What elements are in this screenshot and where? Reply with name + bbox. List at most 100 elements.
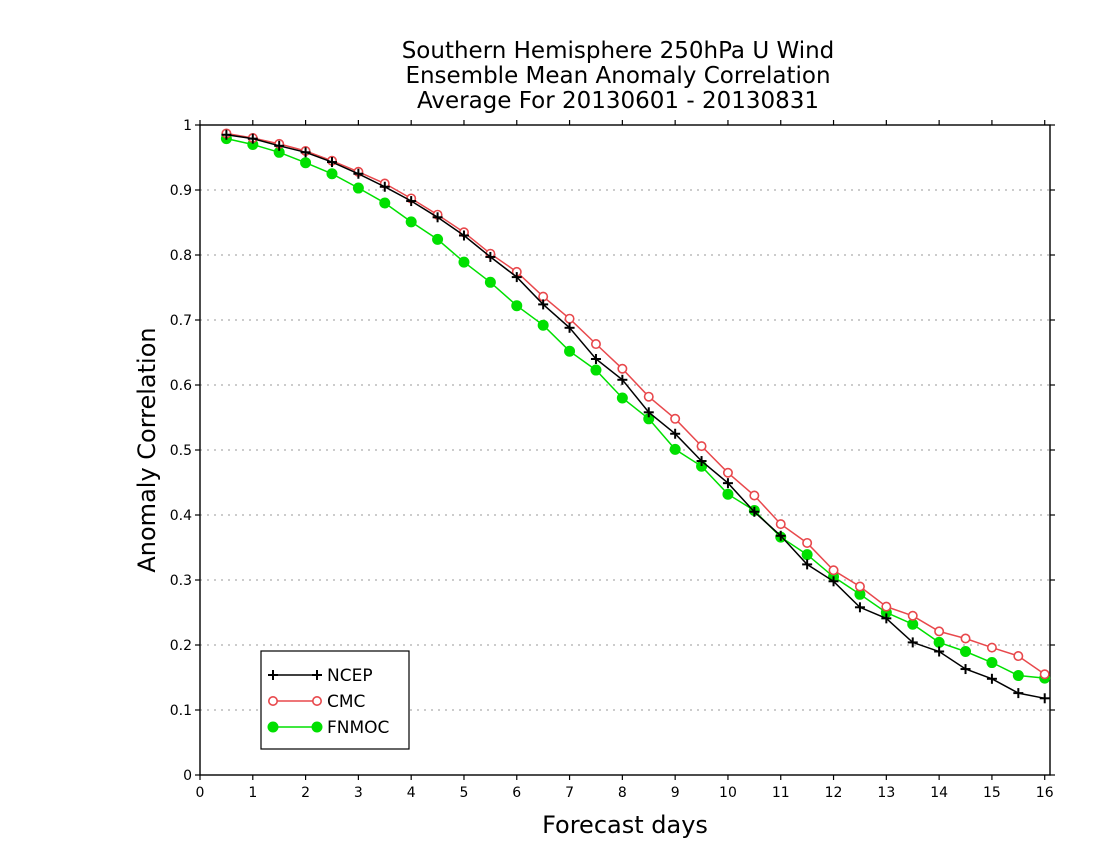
point-ncep-15 xyxy=(617,374,628,385)
x-tick-label-14: 14 xyxy=(930,785,948,801)
title-line-2: Ensemble Mean Anomaly Correlation xyxy=(405,63,830,89)
x-tick-label-12: 12 xyxy=(825,785,843,801)
y-tick-label-10: 1 xyxy=(183,118,192,134)
x-tick-label-11: 11 xyxy=(772,785,790,801)
point-fnmoc-11 xyxy=(511,300,523,312)
y-tick-label-7: 0.7 xyxy=(170,313,192,329)
point-cmc-13 xyxy=(564,313,575,324)
x-tick-label-4: 4 xyxy=(407,785,416,801)
legend-item-cmc: CMC xyxy=(267,692,365,712)
legend-box xyxy=(260,650,410,750)
y-tick-label-6: 0.6 xyxy=(170,378,192,394)
point-cmc-22 xyxy=(802,537,813,548)
point-ncep-9 xyxy=(458,230,469,241)
series-line-ncep xyxy=(226,134,1045,700)
y-tick-label-0: 0 xyxy=(183,768,192,784)
point-ncep-27 xyxy=(934,646,945,657)
point-fnmoc-8 xyxy=(432,233,444,245)
point-ncep-14 xyxy=(590,354,601,364)
y-tick-label-4: 0.4 xyxy=(170,508,192,524)
point-fnmoc-29 xyxy=(986,657,998,669)
point-cmc-30 xyxy=(1013,651,1024,662)
legend-marker-end-fnmoc xyxy=(311,721,323,733)
point-ncep-5 xyxy=(353,168,364,179)
point-fnmoc-6 xyxy=(379,197,391,209)
series-ncep xyxy=(221,129,1050,704)
point-ncep-12 xyxy=(538,299,549,310)
point-fnmoc-27 xyxy=(933,636,945,648)
point-cmc-23 xyxy=(828,565,839,576)
point-ncep-10 xyxy=(485,251,496,262)
x-tick-label-10: 10 xyxy=(719,785,737,801)
point-ncep-6 xyxy=(379,181,390,192)
point-cmc-19 xyxy=(722,467,733,478)
axes: 00.10.20.30.40.50.60.70.80.910 1 2 3 4 5 6 7 8 9 1… xyxy=(170,118,1055,801)
point-ncep-3 xyxy=(300,147,311,158)
x-tick-label-0: 0 xyxy=(196,785,205,801)
point-cmc-28 xyxy=(960,633,971,644)
point-ncep-23 xyxy=(828,576,839,587)
series-lines xyxy=(220,128,1051,704)
point-cmc-31 xyxy=(1039,669,1050,680)
point-fnmoc-10 xyxy=(484,276,496,288)
point-cmc-14 xyxy=(590,339,601,350)
point-fnmoc-22 xyxy=(801,549,813,561)
point-ncep-1 xyxy=(247,133,258,144)
point-fnmoc-14 xyxy=(590,364,602,376)
point-cmc-15 xyxy=(617,363,628,374)
legend-label-ncep: NCEP xyxy=(327,666,373,686)
x-tick-label-15: 15 xyxy=(983,785,1001,801)
point-fnmoc-19 xyxy=(722,488,734,500)
point-ncep-8 xyxy=(432,212,443,223)
point-cmc-27 xyxy=(934,626,945,637)
title-line-3: Average For 20130601 - 20130831 xyxy=(417,88,819,114)
y-axis-label: Anomaly Correlation xyxy=(133,327,161,572)
y-tick-label-2: 0.2 xyxy=(170,638,192,654)
x-axis-label: Forecast days xyxy=(542,811,708,839)
title-line-1: Southern Hemisphere 250hPa U Wind xyxy=(402,38,835,64)
point-fnmoc-15 xyxy=(616,392,628,404)
point-fnmoc-17 xyxy=(669,443,681,455)
legend-item-ncep: NCEP xyxy=(268,666,373,686)
point-cmc-18 xyxy=(696,441,707,452)
point-fnmoc-3 xyxy=(300,157,312,169)
legend-marker-start-ncep xyxy=(268,670,278,680)
legend-marker-start-cmc xyxy=(267,695,278,706)
legend-label-cmc: CMC xyxy=(327,692,365,712)
legend-marker-end-ncep xyxy=(312,670,322,680)
point-ncep-17 xyxy=(670,428,681,439)
point-fnmoc-28 xyxy=(960,646,972,657)
point-fnmoc-30 xyxy=(1012,670,1024,682)
point-ncep-0 xyxy=(221,129,232,140)
point-ncep-31 xyxy=(1039,693,1050,704)
point-ncep-30 xyxy=(1013,688,1024,699)
legend-marker-start-fnmoc xyxy=(267,721,279,733)
point-ncep-21 xyxy=(775,530,786,541)
point-ncep-13 xyxy=(564,322,575,333)
point-ncep-29 xyxy=(986,673,997,684)
point-cmc-24 xyxy=(854,581,865,592)
y-tick-label-3: 0.3 xyxy=(170,573,192,589)
point-ncep-4 xyxy=(326,157,337,168)
x-tick-label-8: 8 xyxy=(618,785,627,801)
point-ncep-2 xyxy=(274,140,285,151)
point-cmc-29 xyxy=(986,642,997,653)
legend-item-fnmoc: FNMOC xyxy=(267,718,389,738)
chart-title: Southern Hemisphere 250hPa U WindEnsembl… xyxy=(402,38,835,114)
y-tick-label-9: 0.9 xyxy=(170,183,192,199)
y-tick-label-1: 0.1 xyxy=(170,703,192,719)
point-fnmoc-7 xyxy=(405,216,417,228)
point-ncep-18 xyxy=(696,456,707,467)
point-fnmoc-12 xyxy=(537,319,549,331)
x-tick-label-2: 2 xyxy=(301,785,310,801)
x-tick-label-3: 3 xyxy=(354,785,363,801)
point-ncep-25 xyxy=(881,613,892,624)
series-line-cmc xyxy=(226,132,1046,675)
grid-lines xyxy=(200,189,1050,711)
point-ncep-22 xyxy=(802,559,813,570)
point-ncep-26 xyxy=(907,637,918,648)
point-ncep-19 xyxy=(722,478,733,489)
x-tick-label-16: 16 xyxy=(1036,785,1054,801)
